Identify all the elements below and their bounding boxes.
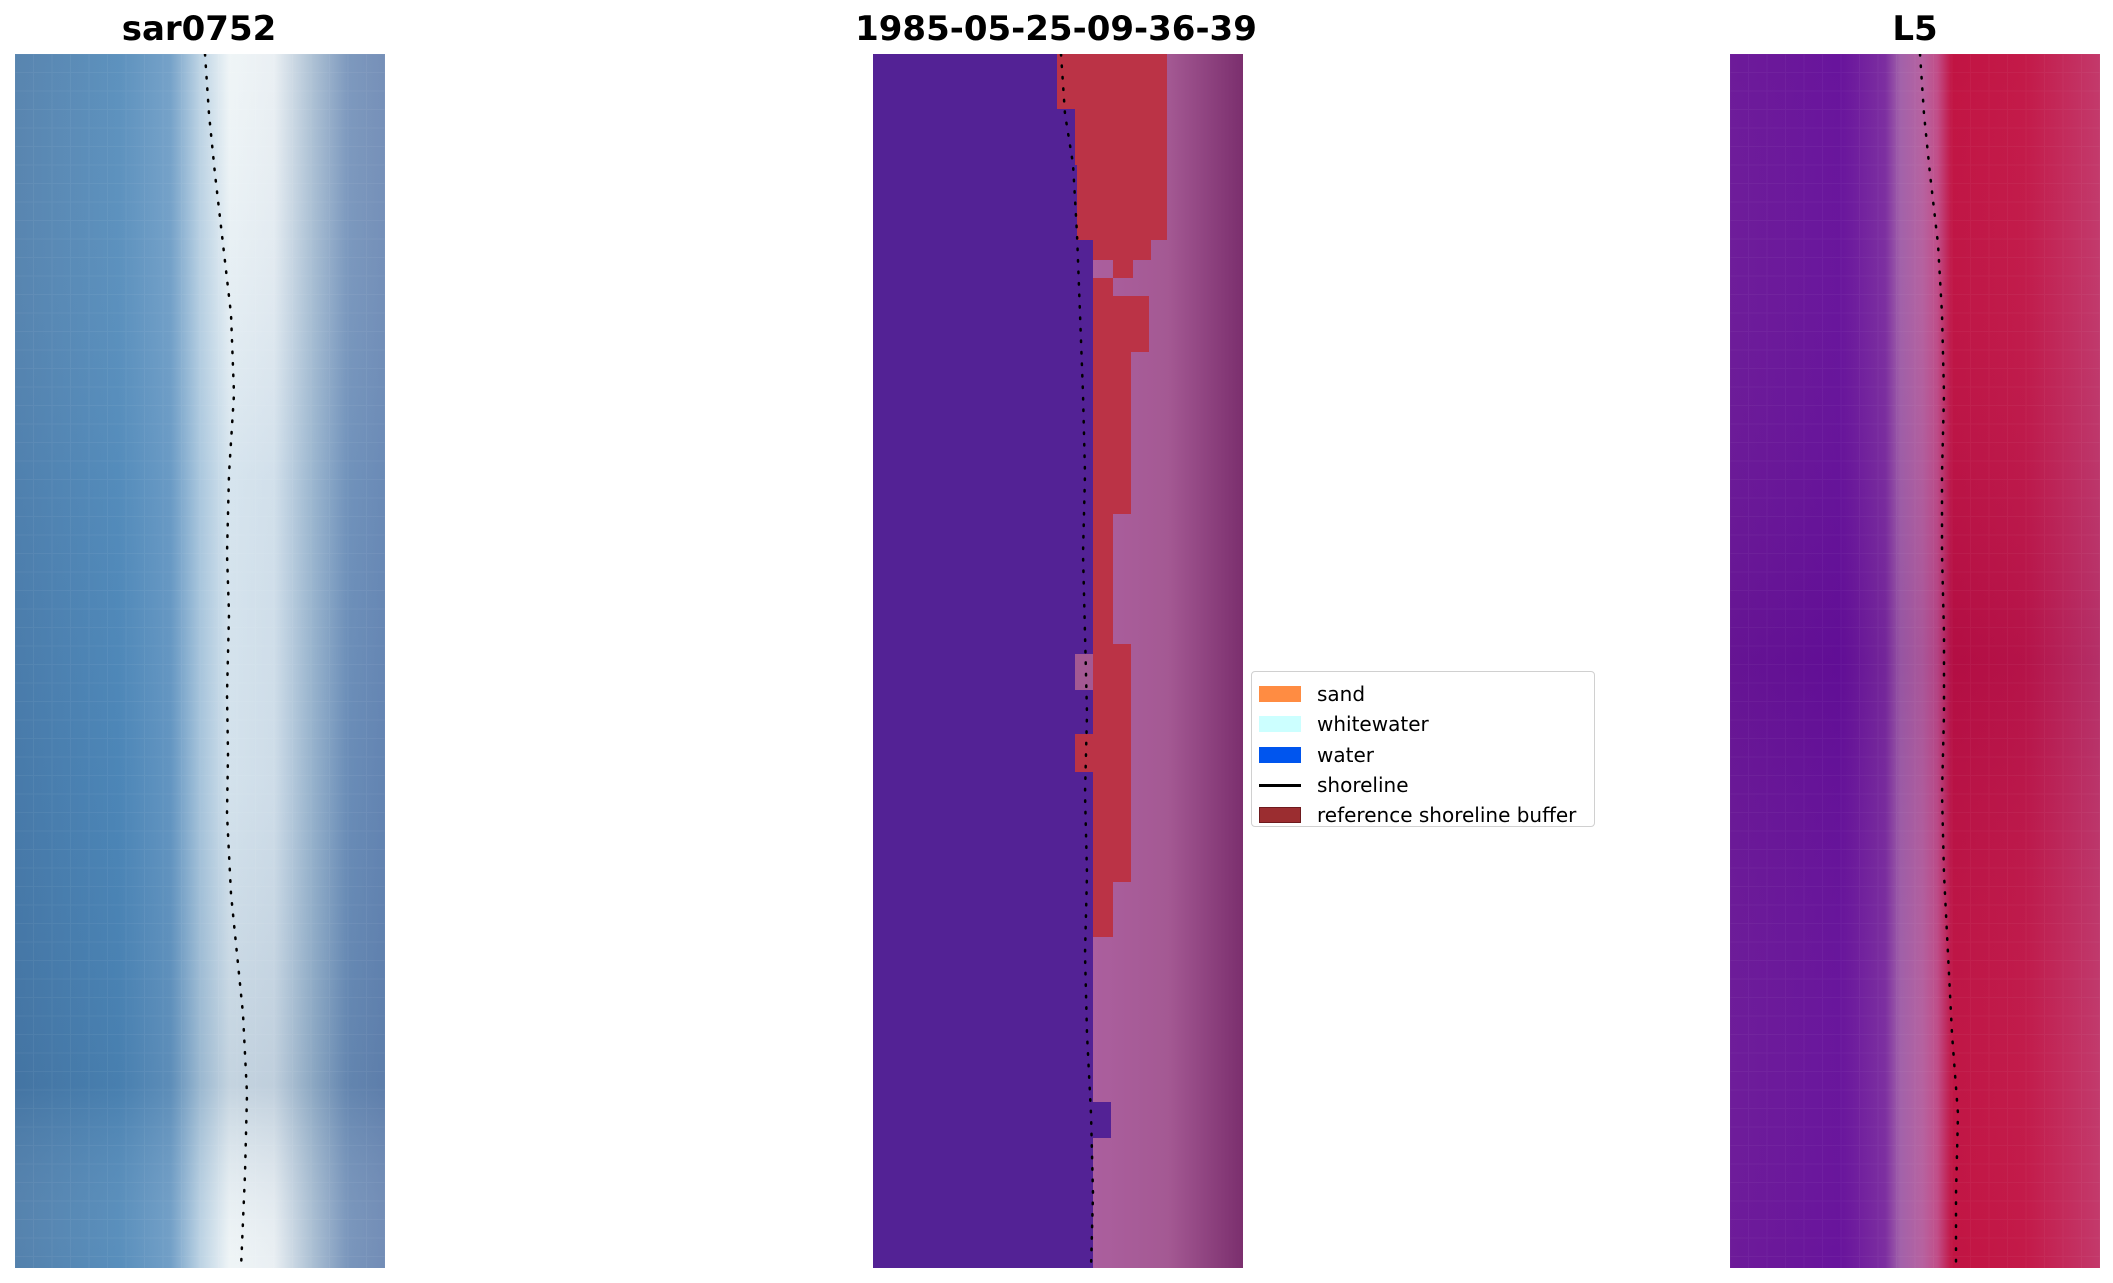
whitewater-swatch xyxy=(1259,716,1301,733)
panel-title-index: L5 xyxy=(1892,9,1938,49)
legend-item-whitewater: whitewater xyxy=(1259,709,1594,739)
legend-label: water xyxy=(1317,742,1374,767)
shoreline-line-swatch xyxy=(1259,783,1301,787)
classification-panel xyxy=(873,54,1243,1268)
water-swatch xyxy=(1259,746,1301,763)
legend-item-shoreline: shoreline xyxy=(1259,770,1594,800)
index-image xyxy=(1730,54,2100,1268)
reference-buffer-swatch xyxy=(1259,807,1301,824)
reference-buffer-region xyxy=(1057,54,1167,937)
legend: sand whitewater water shoreline referenc… xyxy=(1251,671,1595,827)
legend-label: shoreline xyxy=(1317,773,1409,798)
legend-label: reference shoreline buffer xyxy=(1317,803,1577,828)
panel-title-rgb: sar0752 xyxy=(121,9,277,49)
rgb-image xyxy=(15,54,385,1268)
legend-item-water: water xyxy=(1259,740,1594,770)
classification-image xyxy=(873,54,1243,1268)
legend-item-reference-shoreline-buffer: reference shoreline buffer xyxy=(1259,800,1594,830)
index-panel xyxy=(1730,54,2100,1268)
rgb-image-panel xyxy=(15,54,385,1268)
sand-swatch xyxy=(1259,686,1301,703)
legend-label: whitewater xyxy=(1317,712,1429,737)
legend-item-sand: sand xyxy=(1259,679,1594,709)
legend-label: sand xyxy=(1317,682,1366,707)
panel-title-classification: 1985-05-25-09-36-39 xyxy=(855,9,1257,49)
